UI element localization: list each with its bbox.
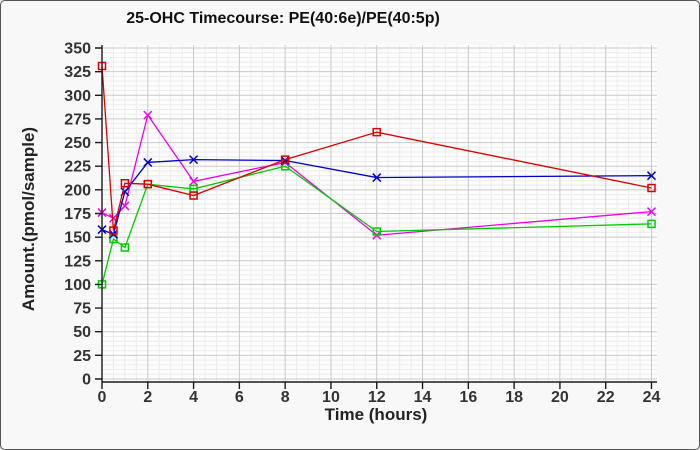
- x-tick-label: 4: [189, 389, 198, 406]
- x-tick-label: 8: [281, 389, 290, 406]
- red-square-series-markers: [97, 61, 656, 235]
- chart-title: 25-OHC Timecourse: PE(40:6e)/PE(40:5p): [126, 10, 440, 27]
- y-tick-label: 250: [64, 135, 91, 152]
- x-tick-label: 14: [414, 389, 432, 406]
- x-tick-label: 2: [143, 389, 152, 406]
- axes: [95, 45, 657, 389]
- y-tick-label: 325: [64, 64, 91, 81]
- green-square-series-line: [101, 165, 652, 285]
- y-tick-label: 150: [64, 230, 91, 247]
- y-tick-label: 350: [64, 41, 91, 58]
- y-tick-label: 200: [64, 182, 91, 199]
- y-tick-label: 100: [64, 277, 91, 294]
- y-tick-label: 175: [64, 206, 91, 223]
- x-tick-label: 10: [322, 389, 340, 406]
- y-tick-label: 75: [73, 301, 91, 318]
- x-axis-label: Time (hours): [324, 405, 428, 424]
- major-gridlines: [102, 45, 657, 382]
- x-tick-label: 20: [551, 389, 569, 406]
- x-tick-label: 24: [643, 389, 661, 406]
- y-tick-label: 25: [73, 348, 91, 365]
- x-tick-label: 0: [98, 389, 107, 406]
- x-tick-label: 12: [368, 389, 386, 406]
- y-tick-label: 50: [73, 324, 91, 341]
- x-tick-label: 18: [505, 389, 523, 406]
- x-tick-label: 16: [459, 389, 477, 406]
- y-tick-label: 300: [64, 88, 91, 105]
- y-tick-label: 125: [64, 253, 91, 270]
- red-square-series-line: [101, 65, 652, 231]
- x-tick-label: 22: [597, 389, 615, 406]
- y-tick-label: 275: [64, 111, 91, 128]
- y-tick-label: 0: [82, 372, 91, 389]
- y-tick-label: 225: [64, 159, 91, 176]
- x-tick-label: 6: [235, 389, 244, 406]
